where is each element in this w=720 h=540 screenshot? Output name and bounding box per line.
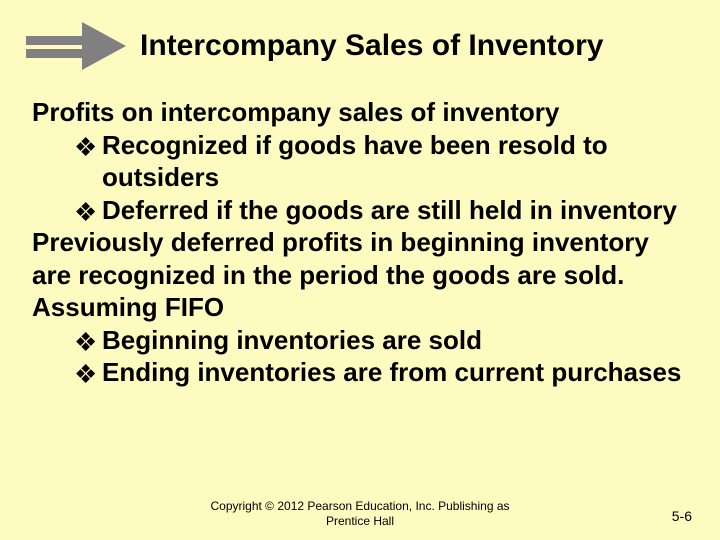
copyright-text: Copyright © 2012 Pearson Education, Inc.… [210, 499, 510, 528]
list-item-text: Recognized if goods have been resold to … [102, 130, 608, 193]
list-item: ❖ Beginning inventories are sold [74, 324, 694, 357]
arrow-right-icon [26, 18, 126, 74]
body-paragraph-2: Previously deferred profits in beginning… [32, 226, 694, 324]
arrow-head [82, 22, 126, 70]
slide-footer: Copyright © 2012 Pearson Education, Inc.… [0, 499, 720, 528]
list-item-text: Ending inventories are from current purc… [102, 357, 681, 387]
list-item: ❖ Deferred if the goods are still held i… [74, 194, 694, 227]
arrow-bar-bottom [26, 49, 82, 58]
slide-title: Intercompany Sales of Inventory [140, 29, 603, 64]
list-item: ❖ Ending inventories are from current pu… [74, 356, 694, 389]
body-paragraph-1: Profits on intercompany sales of invento… [32, 96, 694, 129]
diamond-bullet-icon: ❖ [74, 326, 97, 359]
bullet-list-1: ❖ Recognized if goods have been resold t… [32, 129, 694, 227]
slide-header: Intercompany Sales of Inventory [26, 18, 694, 74]
slide: Intercompany Sales of Inventory Profits … [0, 0, 720, 540]
slide-number: 5-6 [672, 508, 692, 524]
bullet-list-2: ❖ Beginning inventories are sold ❖ Endin… [32, 324, 694, 389]
diamond-bullet-icon: ❖ [74, 196, 97, 229]
list-item-text: Deferred if the goods are still held in … [102, 195, 677, 225]
arrow-bar-top [26, 36, 82, 45]
list-item-text: Beginning inventories are sold [102, 325, 482, 355]
diamond-bullet-icon: ❖ [74, 358, 97, 391]
slide-body: Profits on intercompany sales of invento… [26, 96, 694, 389]
list-item: ❖ Recognized if goods have been resold t… [74, 129, 694, 194]
diamond-bullet-icon: ❖ [74, 131, 97, 164]
